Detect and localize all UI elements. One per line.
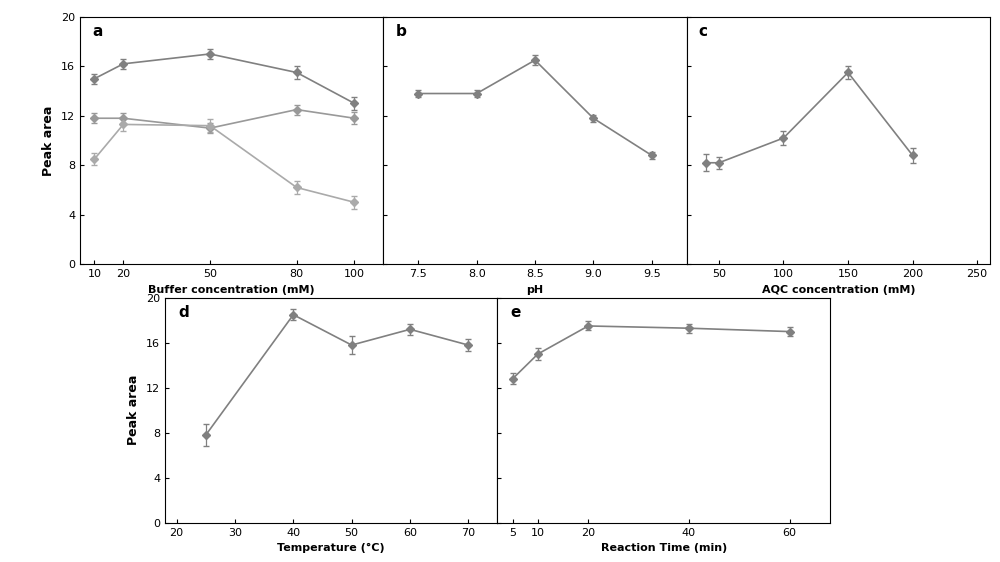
Text: a: a bbox=[92, 24, 103, 39]
Text: d: d bbox=[178, 305, 189, 320]
X-axis label: Reaction Time (min): Reaction Time (min) bbox=[601, 543, 727, 553]
X-axis label: Buffer concentration (mM): Buffer concentration (mM) bbox=[148, 284, 315, 294]
Text: b: b bbox=[395, 24, 406, 39]
Text: c: c bbox=[699, 24, 708, 39]
Y-axis label: Peak area: Peak area bbox=[127, 375, 140, 446]
Y-axis label: Peak area: Peak area bbox=[42, 105, 55, 176]
X-axis label: AQC concentration (mM): AQC concentration (mM) bbox=[762, 284, 915, 294]
X-axis label: Temperature (°C): Temperature (°C) bbox=[277, 543, 385, 553]
X-axis label: pH: pH bbox=[526, 284, 544, 294]
Text: e: e bbox=[511, 305, 521, 320]
